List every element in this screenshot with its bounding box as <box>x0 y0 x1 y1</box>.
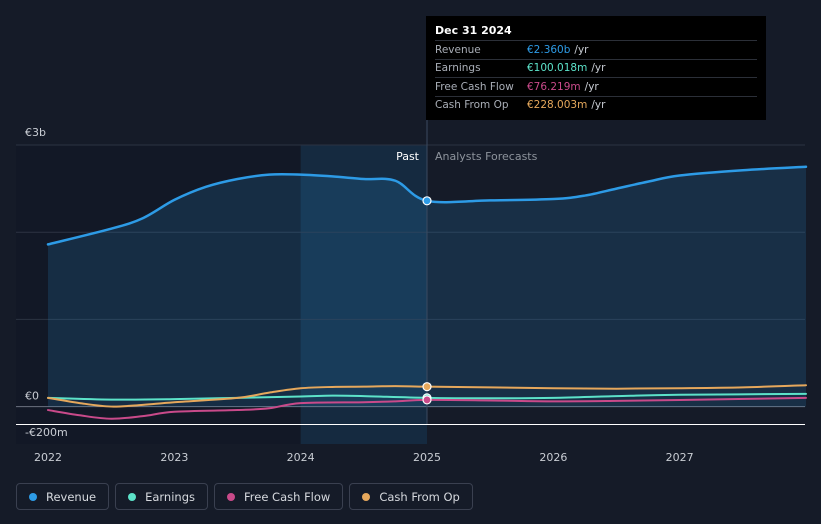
y-tick-label: €0 <box>25 390 39 403</box>
legend-label: Revenue <box>46 489 97 504</box>
free-cash-flow-marker <box>422 395 432 405</box>
y-tick-label: €3b <box>25 126 46 139</box>
tooltip-value: €2.360b <box>527 43 571 56</box>
x-tick-label: 2022 <box>34 451 62 464</box>
tooltip-label: Cash From Op <box>435 99 509 112</box>
legend-item-free-cash-flow[interactable]: Free Cash Flow <box>214 483 344 510</box>
free-cash-flow-dot-icon <box>227 492 235 501</box>
tooltip-unit: /yr <box>591 99 606 112</box>
earnings-dot-icon <box>128 492 137 501</box>
forecast-label: Analysts Forecasts <box>435 150 538 163</box>
tooltip-row-earnings: Earnings €100.018m /yr <box>435 58 757 78</box>
last-year-highlight <box>300 145 427 444</box>
legend-label: Cash From Op <box>379 489 460 504</box>
tooltip-row-cash-from-op: Cash From Op €228.003m /yr <box>435 95 757 115</box>
past-label: Past <box>396 150 420 163</box>
tooltip-label: Revenue <box>435 43 481 56</box>
tooltip-label: Free Cash Flow <box>435 80 514 93</box>
tooltip-value: €100.018m <box>527 62 588 75</box>
x-tick-label: 2025 <box>413 451 441 464</box>
tooltip-row-revenue: Revenue €2.360b /yr <box>435 40 757 59</box>
tooltip-date: Dec 31 2024 <box>435 24 512 37</box>
free-cash-flow-line <box>47 396 807 420</box>
tooltip-value: €228.003m <box>527 99 588 112</box>
tooltip-row-free-cash-flow: Free Cash Flow €76.219m /yr <box>435 77 757 96</box>
tooltip-unit: /yr <box>584 80 599 93</box>
cash-from-op-marker <box>422 382 432 392</box>
revenue-marker <box>422 196 432 206</box>
legend-item-cash-from-op[interactable]: Cash From Op <box>349 483 473 510</box>
revenue-dot-icon <box>29 492 37 501</box>
cash-from-op-dot-icon <box>362 492 371 501</box>
legend-label: Free Cash Flow <box>244 489 331 504</box>
revenue-line <box>46 165 808 246</box>
grid-lines <box>16 144 805 425</box>
legend-item-earnings[interactable]: Earnings <box>115 483 208 510</box>
tooltip-unit: /yr <box>574 43 589 56</box>
x-axis: 2022 2023 2024 2025 2026 2027 <box>34 451 694 464</box>
tooltip-value: €76.219m <box>527 80 581 93</box>
x-tick-label: 2026 <box>539 451 567 464</box>
x-tick-label: 2023 <box>160 451 188 464</box>
earnings-line <box>47 392 807 401</box>
series-markers <box>422 196 432 405</box>
legend: Revenue Earnings Free Cash Flow Cash Fro… <box>16 483 473 510</box>
y-tick-label: -€200m <box>25 426 68 439</box>
x-tick-label: 2027 <box>666 451 694 464</box>
y-axis: €3b €0 -€200m <box>25 126 68 439</box>
legend-item-revenue[interactable]: Revenue <box>16 483 110 510</box>
series-lines <box>46 165 808 420</box>
data-tooltip: Dec 31 2024 Revenue €2.360b /yr Earnings… <box>426 16 766 120</box>
x-tick-label: 2024 <box>287 451 315 464</box>
cash-from-op-line <box>47 384 807 408</box>
tooltip-unit: /yr <box>591 62 606 75</box>
tooltip-label: Earnings <box>435 62 481 75</box>
legend-label: Earnings <box>145 489 195 504</box>
